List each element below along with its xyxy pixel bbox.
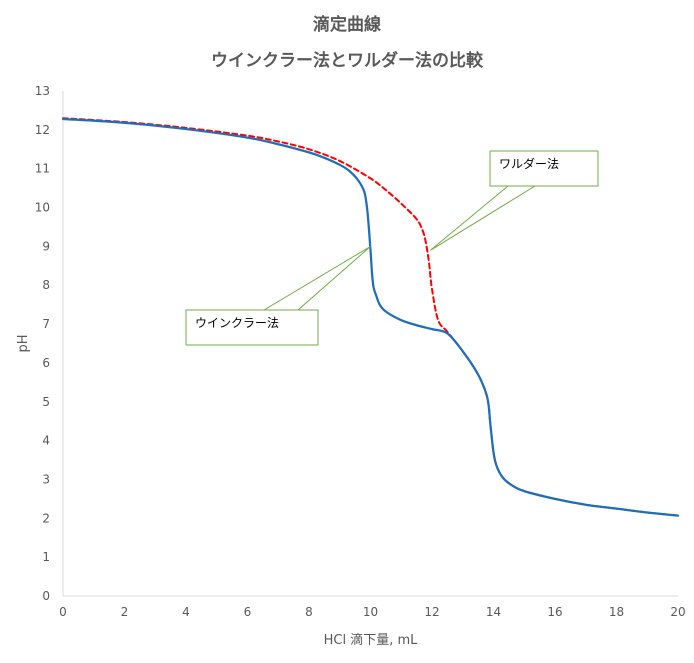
chart-subtitle: ウインクラー法とワルダー法の比較 — [211, 51, 483, 71]
y-tick-label: 3 — [42, 472, 50, 486]
axes — [62, 91, 678, 597]
callout-winkler-pointer — [262, 245, 371, 311]
x-tick-label: 18 — [609, 605, 624, 619]
callout-winkler: ウインクラー法 — [185, 245, 371, 346]
y-tick-label: 0 — [42, 589, 50, 603]
callout-winkler-label: ウインクラー法 — [195, 316, 279, 330]
y-tick-label: 12 — [35, 123, 50, 137]
callout-walder-pointer — [430, 185, 537, 251]
y-tick-label: 1 — [42, 550, 50, 564]
y-tick-label: 10 — [35, 201, 50, 215]
y-tick-label: 8 — [42, 278, 50, 292]
x-tick-label: 4 — [182, 605, 190, 619]
x-tick-label: 10 — [363, 605, 378, 619]
y-tick-label: 2 — [42, 511, 50, 525]
x-axis-title: HCl 滴下量, mL — [324, 632, 419, 648]
callout-walder-box — [489, 150, 599, 187]
y-tick-label: 6 — [42, 356, 50, 370]
series-line-1 — [61, 117, 680, 517]
x-tick-label: 14 — [486, 605, 501, 619]
callout-winkler-box — [185, 309, 319, 346]
x-tick-label: 0 — [59, 605, 67, 619]
y-tick-label: 9 — [42, 239, 50, 253]
callouts: ワルダー法 ウインクラー法 — [185, 150, 599, 346]
x-tick-label: 6 — [244, 605, 252, 619]
y-tick-label: 7 — [42, 317, 50, 331]
callout-walder: ワルダー法 — [430, 150, 599, 251]
y-tick-label: 5 — [42, 395, 50, 409]
x-tick-label: 12 — [424, 605, 439, 619]
data-series — [61, 117, 680, 517]
y-axis-title: pH — [16, 334, 31, 352]
chart-title: 滴定曲線 — [313, 15, 381, 35]
x-tick-label: 16 — [547, 605, 562, 619]
y-tick-label: 13 — [35, 84, 50, 98]
callout-walder-label: ワルダー法 — [499, 156, 559, 171]
x-tick-label: 8 — [305, 605, 313, 619]
y-tick-label: 11 — [35, 162, 50, 176]
y-tick-label: 4 — [42, 434, 50, 448]
x-tick-label: 20 — [670, 605, 685, 619]
x-tick-label: 2 — [121, 605, 129, 619]
